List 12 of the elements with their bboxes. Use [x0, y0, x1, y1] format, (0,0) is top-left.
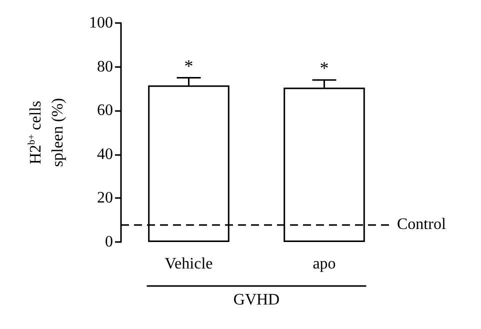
x-axis-title: GVHD	[233, 292, 280, 308]
x-tick-label: apo	[312, 256, 336, 272]
y-tick-label: 0	[105, 234, 113, 250]
y-tick-label: 60	[97, 102, 113, 120]
y-tick-label: 40	[97, 146, 113, 163]
ref-line-label: Control	[397, 216, 446, 233]
y-tick-label: 100	[89, 14, 113, 32]
x-tick-label: Vehicle	[164, 256, 213, 272]
annotation: *	[184, 56, 194, 76]
y-tick-label: 20	[97, 190, 113, 207]
annotation: *	[320, 58, 329, 78]
y-tick-label: 80	[97, 58, 113, 76]
